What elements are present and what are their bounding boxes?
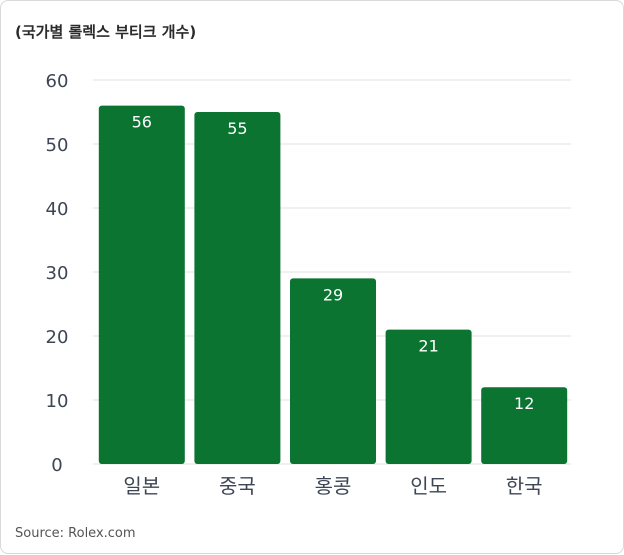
bar bbox=[98, 105, 185, 464]
bar bbox=[385, 329, 472, 464]
y-tick-label: 20 bbox=[46, 327, 69, 348]
source-note: Source: Rolex.com bbox=[15, 526, 136, 541]
x-tick-label: 일본 bbox=[123, 474, 160, 498]
x-tick-label: 한국 bbox=[506, 474, 543, 498]
data-label: 12 bbox=[514, 394, 534, 413]
data-label: 21 bbox=[418, 337, 438, 356]
x-tick-label: 홍콩 bbox=[315, 474, 352, 498]
data-label: 56 bbox=[132, 113, 152, 132]
bar bbox=[290, 278, 376, 464]
bar bbox=[194, 112, 281, 464]
y-tick-label: 30 bbox=[46, 263, 69, 284]
y-tick-label: 10 bbox=[46, 391, 69, 412]
x-tick-label: 중국 bbox=[219, 474, 256, 498]
x-tick-label: 인도 bbox=[410, 474, 447, 498]
data-label: 55 bbox=[227, 119, 247, 138]
chart-title: (국가별 롤렉스 부티크 개수) bbox=[15, 23, 197, 41]
y-tick-label: 50 bbox=[46, 135, 69, 156]
bar bbox=[481, 387, 568, 464]
y-tick-label: 40 bbox=[46, 199, 69, 220]
y-tick-label: 60 bbox=[46, 71, 69, 92]
data-label: 29 bbox=[323, 285, 343, 304]
y-tick-label: 0 bbox=[51, 455, 62, 476]
